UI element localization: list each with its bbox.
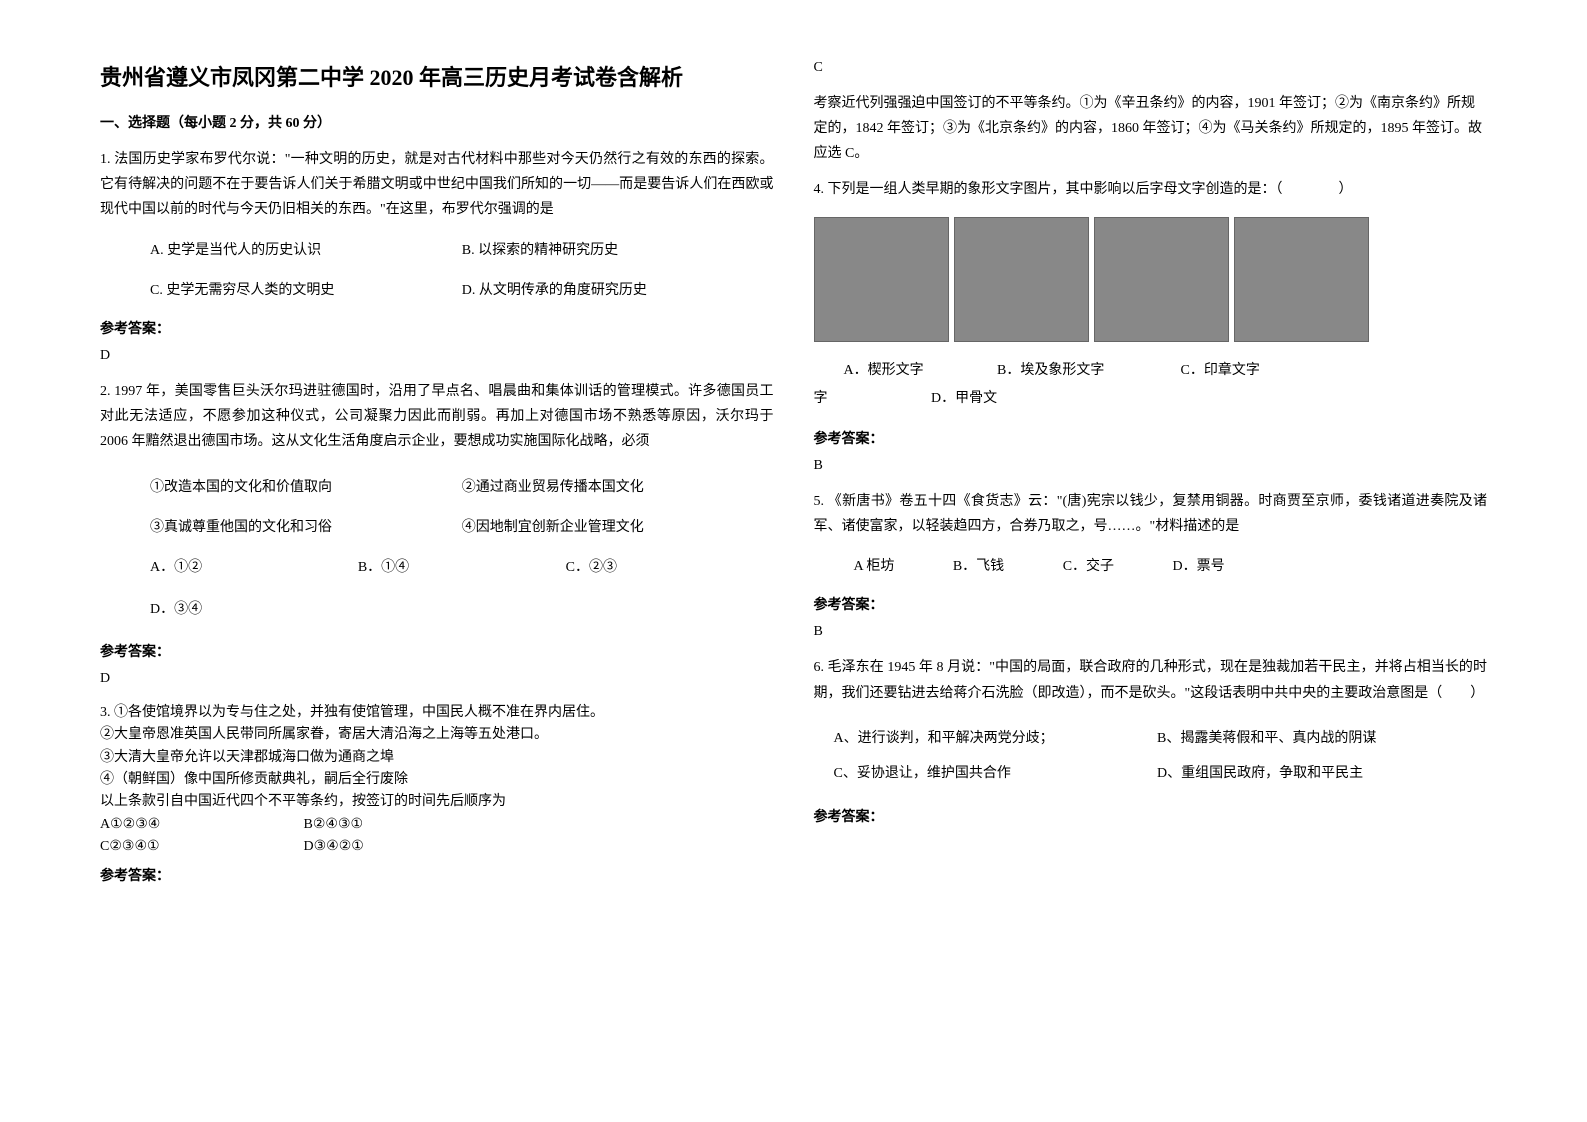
q1-option-a: A. 史学是当代人的历史认识: [150, 238, 462, 263]
question-3: 3. ①各使馆境界以为专与住之处，并独有使馆管理，中国民人概不准在界内居住。 ②…: [100, 702, 774, 889]
q4-text: 4. 下列是一组人类早期的象形文字图片，其中影响以后字母文字创造的是：（ ）: [814, 177, 1488, 202]
q2-option-c: C．②③: [566, 555, 774, 580]
q1-option-c: C. 史学无需穷尽人类的文明史: [150, 278, 462, 303]
q3-sub4: ④（朝鲜国）像中国所修贡献典礼，嗣后全行废除: [100, 769, 774, 791]
q5-option-a: A 柜坊: [854, 554, 895, 579]
answer-label: 参考答案：: [814, 428, 1488, 448]
q4-option-b: B．埃及象形文字: [997, 357, 1177, 385]
q2-answer: D: [100, 671, 774, 687]
q3-option-c: C②③④①: [100, 836, 300, 858]
page-title: 贵州省遵义市凤冈第二中学 2020 年高三历史月考试卷含解析: [100, 60, 774, 92]
question-1: 1. 法国历史学家布罗代尔说："一种文明的历史，就是对古代材料中那些对今天仍然行…: [100, 147, 774, 303]
question-5: 5. 《新唐书》卷五十四《食货志》云："(唐)宪宗以钱少，复禁用铜器。时商贾至京…: [814, 489, 1488, 580]
question-2: 2. 1997 年，美国零售巨头沃尔玛进驻德国时，沿用了早点名、唱晨曲和集体训话…: [100, 379, 774, 626]
q3-text: 3. ①各使馆境界以为专与住之处，并独有使馆管理，中国民人概不准在界内居住。: [100, 702, 774, 724]
q6-option-d: D、重组国民政府，争取和平民主: [1157, 766, 1363, 781]
q4-images: [814, 217, 1488, 342]
q2-text: 2. 1997 年，美国零售巨头沃尔玛进驻德国时，沿用了早点名、唱晨曲和集体训话…: [100, 379, 774, 455]
q1-answer: D: [100, 348, 774, 364]
q1-text: 1. 法国历史学家布罗代尔说："一种文明的历史，就是对古代材料中那些对今天仍然行…: [100, 147, 774, 223]
q5-option-d: D．票号: [1173, 554, 1225, 579]
answer-label: 参考答案：: [814, 806, 1488, 826]
section-header: 一、选择题（每小题 2 分，共 60 分）: [100, 112, 774, 132]
q2-sub4: ④因地制宜创新企业管理文化: [462, 515, 774, 540]
q2-sub2: ②通过商业贸易传播本国文化: [462, 475, 774, 500]
q3-tail: 以上条款引自中国近代四个不平等条约，按签订的时间先后顺序为: [100, 791, 774, 813]
answer-label: 参考答案：: [100, 318, 774, 338]
q4-option-d: D．甲骨文: [931, 385, 997, 413]
image-oracle-bone: [1234, 217, 1369, 342]
q4-option-a: A．楔形文字: [814, 357, 994, 385]
q6-option-c: C、妥协退让，维护国共合作: [834, 756, 1154, 791]
q6-text: 6. 毛泽东在 1945 年 8 月说："中国的局面，联合政府的几种形式，现在是…: [814, 655, 1488, 705]
q3-sub2: ②大皇帝恩准英国人民带同所属家眷，寄居大清沿海之上海等五处港口。: [100, 724, 774, 746]
image-seal-script: [1094, 217, 1229, 342]
right-column: C 考察近代列强强迫中国签订的不平等条约。①为《辛丑条约》的内容，1901 年签…: [794, 60, 1508, 1062]
q5-text: 5. 《新唐书》卷五十四《食货志》云："(唐)宪宗以钱少，复禁用铜器。时商贾至京…: [814, 489, 1488, 539]
question-4: 4. 下列是一组人类早期的象形文字图片，其中影响以后字母文字创造的是：（ ） A…: [814, 177, 1488, 413]
q3-option-a: A①②③④: [100, 814, 300, 836]
q3-option-b: B②④③①: [304, 817, 364, 832]
q1-option-b: B. 以探索的精神研究历史: [462, 238, 774, 263]
q2-sub1: ①改造本国的文化和价值取向: [150, 475, 462, 500]
q3-option-d: D③④②①: [304, 839, 364, 854]
q3-explanation: 考察近代列强强迫中国签订的不平等条约。①为《辛丑条约》的内容，1901 年签订；…: [814, 91, 1488, 167]
q5-option-b: B．飞钱: [953, 554, 1004, 579]
image-hieroglyph: [954, 217, 1089, 342]
q1-option-d: D. 从文明传承的角度研究历史: [462, 278, 774, 303]
q2-option-d: D．③④: [150, 602, 202, 617]
answer-label: 参考答案：: [100, 864, 774, 889]
q6-option-a: A、进行谈判，和平解决两党分歧；: [834, 721, 1154, 756]
image-cuneiform: [814, 217, 949, 342]
q2-sub3: ③真诚尊重他国的文化和习俗: [150, 515, 462, 540]
q4-option-c: C．印章文字: [1181, 363, 1260, 378]
answer-label: 参考答案：: [814, 594, 1488, 614]
q4-answer: B: [814, 458, 1488, 474]
q3-sub3: ③大清大皇帝允许以天津郡城海口做为通商之埠: [100, 747, 774, 769]
q2-option-b: B．①④: [358, 555, 566, 580]
answer-label: 参考答案：: [100, 641, 774, 661]
question-6: 6. 毛泽东在 1945 年 8 月说："中国的局面，联合政府的几种形式，现在是…: [814, 655, 1488, 790]
q5-option-c: C．交子: [1063, 554, 1114, 579]
q6-option-b: B、揭露美蒋假和平、真内战的阴谋: [1157, 731, 1376, 746]
q5-answer: B: [814, 624, 1488, 640]
left-column: 贵州省遵义市凤冈第二中学 2020 年高三历史月考试卷含解析 一、选择题（每小题…: [80, 60, 794, 1062]
q2-option-a: A．①②: [150, 555, 358, 580]
q3-answer: C: [814, 60, 1488, 76]
